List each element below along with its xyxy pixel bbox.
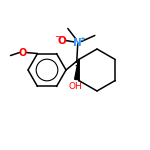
Text: OH: OH — [69, 82, 83, 91]
Text: O: O — [18, 48, 27, 58]
Text: +: + — [79, 36, 85, 42]
Text: −: − — [54, 33, 60, 42]
Polygon shape — [75, 59, 79, 80]
Text: N: N — [74, 38, 82, 48]
Text: O: O — [57, 36, 66, 45]
